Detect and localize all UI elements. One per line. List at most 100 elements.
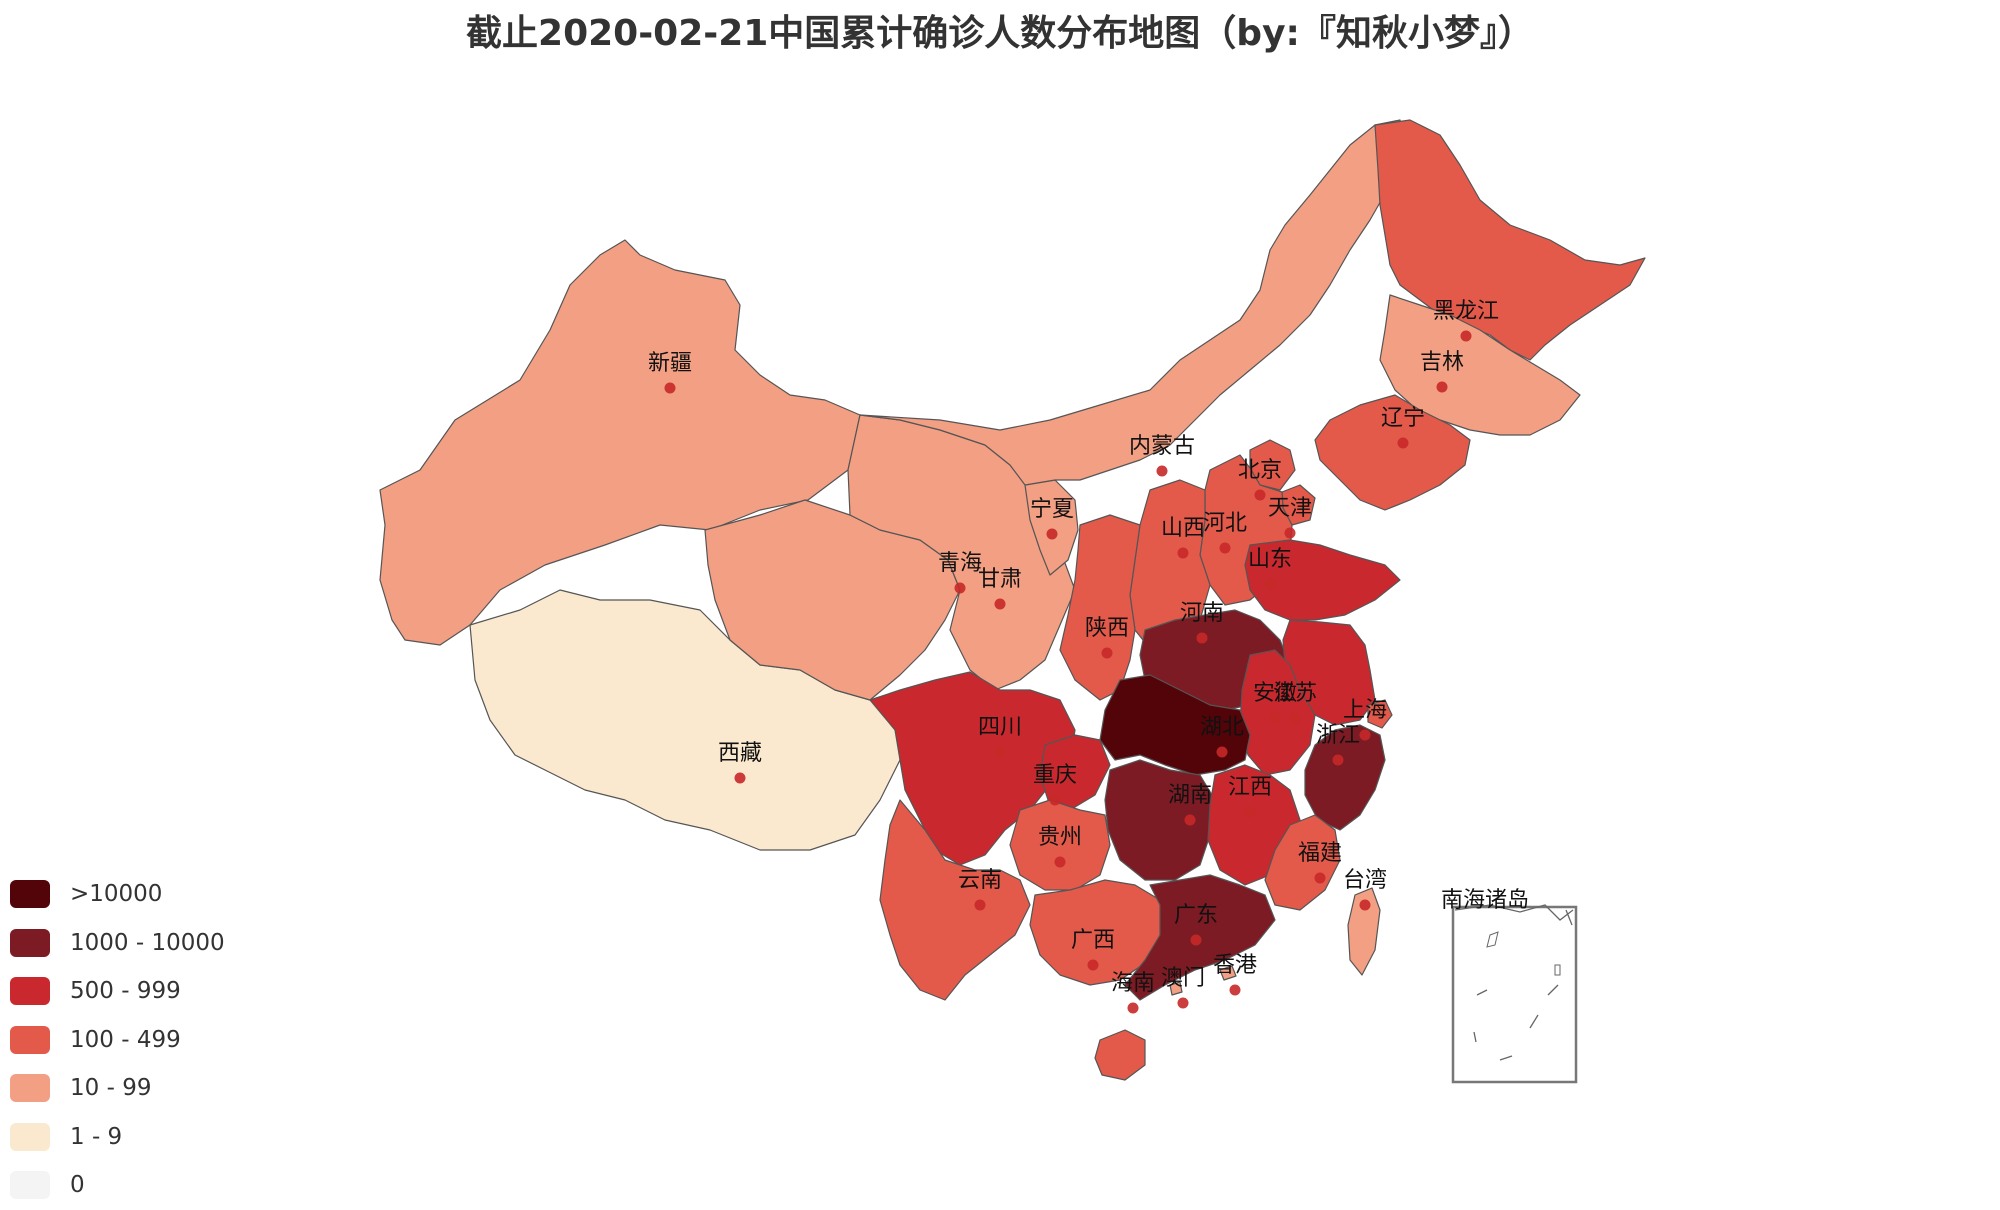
province-marker: [1177, 547, 1189, 559]
province-label: 安徽: [1253, 681, 1297, 706]
province-marker: [664, 382, 676, 394]
province-marker: [1049, 794, 1061, 806]
province-marker: [1101, 647, 1113, 659]
province-taiwan[interactable]: [1347, 887, 1381, 976]
province-label: 内蒙古: [1129, 434, 1195, 459]
south-china-sea-inset: 南海诸岛: [1441, 888, 1578, 1084]
province-label: 河北: [1203, 511, 1247, 536]
province-marker: [1219, 542, 1231, 554]
legend-label: 100 - 499: [70, 1026, 181, 1053]
province-label: 台湾: [1343, 868, 1387, 893]
province-label: 湖北: [1200, 715, 1244, 740]
province-marker: [994, 746, 1006, 758]
province-yunnan[interactable]: [879, 799, 1031, 1001]
province-marker: [1216, 746, 1228, 758]
province-marker: [1460, 330, 1472, 342]
province-xizang[interactable]: [469, 589, 901, 851]
province-xinjiang[interactable]: [379, 239, 861, 646]
province-marker: [1156, 465, 1168, 477]
province-marker: [1289, 712, 1301, 724]
province-shanghai[interactable]: [1367, 699, 1393, 729]
province-label: 北京: [1238, 458, 1282, 483]
province-label: 香港: [1213, 953, 1257, 978]
province-label: 天津: [1268, 496, 1312, 521]
province-label: 河南: [1180, 601, 1224, 626]
legend-item[interactable]: >10000: [10, 870, 225, 919]
province-marker: [1127, 1002, 1139, 1014]
legend-item[interactable]: 1 - 9: [10, 1113, 225, 1162]
province-label: 宁夏: [1030, 497, 1074, 522]
province-marker: [1046, 528, 1058, 540]
province-marker: [974, 899, 986, 911]
province-label: 辽宁: [1381, 406, 1425, 431]
province-label: 青海: [938, 551, 982, 576]
province-marker: [1177, 997, 1189, 1009]
province-guizhou[interactable]: [1009, 799, 1111, 891]
legend-swatch: [10, 1171, 50, 1200]
inset-label: 南海诸岛: [1441, 888, 1529, 913]
legend-item[interactable]: 500 - 999: [10, 967, 225, 1016]
province-marker: [1190, 934, 1202, 946]
legend-item[interactable]: 0: [10, 1161, 225, 1210]
province-marker: [1254, 489, 1266, 501]
province-hunan[interactable]: [1104, 759, 1216, 881]
legend: >10000 1000 - 10000 500 - 999 100 - 499 10 -…: [10, 870, 225, 1210]
province-label: 四川: [978, 715, 1022, 740]
province-chongqing[interactable]: [1039, 734, 1111, 811]
province-label: 西藏: [718, 741, 762, 766]
province-marker: [1054, 856, 1066, 868]
province-hubei[interactable]: [1099, 674, 1251, 776]
legend-label: 500 - 999: [70, 978, 181, 1005]
province-fujian[interactable]: [1264, 814, 1341, 911]
province-hongkong[interactable]: [1219, 965, 1237, 981]
province-macau[interactable]: [1169, 981, 1183, 996]
province-sichuan[interactable]: [869, 671, 1076, 866]
province-label: 湖南: [1168, 783, 1212, 808]
province-shandong[interactable]: [1244, 539, 1401, 621]
legend-swatch: [10, 928, 50, 957]
province-marker: [1359, 899, 1371, 911]
province-label: 山东: [1248, 547, 1292, 572]
province-liaoning[interactable]: [1314, 394, 1471, 511]
province-label: 贵州: [1038, 825, 1082, 850]
province-marker: [1359, 729, 1371, 741]
province-marker: [1184, 814, 1196, 826]
province-marker: [1397, 437, 1409, 449]
province-label: 海南: [1111, 971, 1155, 996]
legend-label: 0: [70, 1172, 85, 1199]
province-hainan[interactable]: [1094, 1029, 1146, 1081]
province-marker: [1284, 527, 1296, 539]
province-label: 甘肃: [978, 567, 1022, 592]
province-marker: [1314, 872, 1326, 884]
legend-item[interactable]: 1000 - 10000: [10, 919, 225, 968]
legend-swatch: [10, 1074, 50, 1103]
legend-item[interactable]: 100 - 499: [10, 1016, 225, 1065]
province-heilongjiang[interactable]: [1374, 119, 1646, 361]
province-marker: [1269, 712, 1281, 724]
province-marker: [1244, 806, 1256, 818]
province-zhejiang[interactable]: [1304, 724, 1386, 831]
province-label: 云南: [958, 868, 1002, 893]
province-label: 江西: [1228, 775, 1272, 800]
legend-swatch: [10, 880, 50, 909]
legend-swatch: [10, 1122, 50, 1151]
legend-label: 1000 - 10000: [70, 929, 225, 956]
province-marker: [1332, 754, 1344, 766]
province-marker: [1229, 984, 1241, 996]
legend-swatch: [10, 1025, 50, 1054]
legend-item[interactable]: 10 - 99: [10, 1064, 225, 1113]
province-label: 山西: [1161, 516, 1205, 541]
province-label: 陕西: [1085, 616, 1129, 641]
map-title: 截止2020-02-21中国累计确诊人数分布地图（by:『知秋小梦』）: [466, 13, 1534, 54]
province-label: 新疆: [648, 351, 692, 376]
province-marker: [1196, 632, 1208, 644]
province-marker: [734, 772, 746, 784]
province-label: 广东: [1174, 903, 1218, 928]
province-marker: [994, 598, 1006, 610]
province-ningxia[interactable]: [1024, 479, 1079, 576]
province-label: 福建: [1298, 841, 1342, 866]
province-jilin[interactable]: [1379, 294, 1581, 436]
province-marker: [1436, 381, 1448, 393]
province-marker: [1264, 578, 1276, 590]
